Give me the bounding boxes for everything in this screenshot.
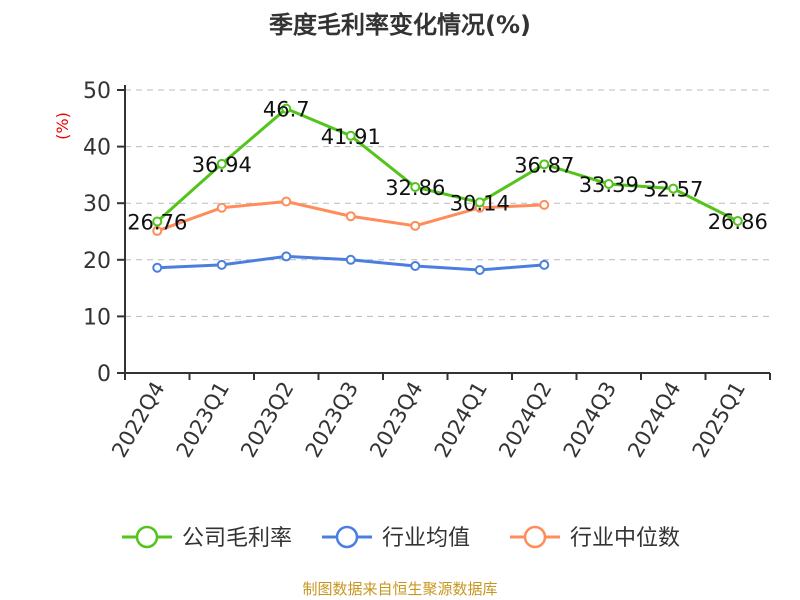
data-point <box>603 179 614 190</box>
data-point <box>345 130 356 141</box>
data-label: 26.76 <box>127 211 187 235</box>
x-tick-label: 2022Q4 <box>107 378 169 462</box>
x-tick-label: 2025Q1 <box>688 378 750 462</box>
data-label: 33.39 <box>579 173 639 197</box>
data-point <box>281 251 292 262</box>
data-point <box>474 197 485 208</box>
y-axis-label: (%) <box>53 112 72 140</box>
data-point <box>152 262 163 273</box>
data-point <box>216 158 227 169</box>
y-tick-label: 40 <box>83 136 111 161</box>
x-tick-label: 2023Q2 <box>236 378 298 462</box>
y-tick-label: 10 <box>83 305 111 330</box>
data-point <box>410 261 421 272</box>
data-label: 41.91 <box>321 125 381 149</box>
data-point <box>410 182 421 193</box>
data-label: 36.87 <box>514 153 574 177</box>
data-label: 30.14 <box>450 191 510 215</box>
data-point <box>152 216 163 227</box>
data-point <box>539 199 550 210</box>
x-tick-label: 2024Q3 <box>559 378 621 462</box>
legend-marker <box>135 525 159 549</box>
data-point <box>539 259 550 270</box>
x-tick-label: 2024Q1 <box>430 378 492 462</box>
data-point <box>668 183 679 194</box>
footer-source: 制图数据来自恒生聚源数据库 <box>302 580 497 598</box>
data-point <box>732 215 743 226</box>
legend-label: 行业中位数 <box>570 526 680 551</box>
data-point <box>345 254 356 265</box>
x-tick-label: 2023Q4 <box>365 378 427 462</box>
data-point <box>281 103 292 114</box>
data-label: 46.7 <box>263 98 310 122</box>
data-label: 32.86 <box>385 176 445 200</box>
x-tick-label: 2024Q2 <box>494 378 556 462</box>
x-tick-label: 2023Q3 <box>301 378 363 462</box>
legend-label: 公司毛利率 <box>182 526 292 551</box>
data-point <box>345 211 356 222</box>
data-point <box>216 259 227 270</box>
x-tick-label: 2023Q1 <box>172 378 234 462</box>
data-point <box>152 225 163 236</box>
data-point <box>281 196 292 207</box>
y-tick-label: 50 <box>83 79 111 104</box>
legend-label: 行业均值 <box>382 526 470 551</box>
data-label: 36.94 <box>192 153 252 177</box>
series-line <box>156 106 739 223</box>
data-point <box>539 159 550 170</box>
y-tick-label: 20 <box>83 249 111 274</box>
data-point <box>216 202 227 213</box>
y-tick-label: 0 <box>97 362 111 387</box>
y-tick-label: 30 <box>83 192 111 217</box>
data-point <box>474 264 485 275</box>
legend-marker <box>335 525 359 549</box>
chart-title: 季度毛利率变化情况(%) <box>269 11 531 39</box>
data-label: 26.86 <box>708 210 768 234</box>
data-label: 32.57 <box>643 178 703 202</box>
data-point <box>410 220 421 231</box>
legend-marker <box>523 525 547 549</box>
x-tick-label: 2024Q4 <box>623 378 685 462</box>
